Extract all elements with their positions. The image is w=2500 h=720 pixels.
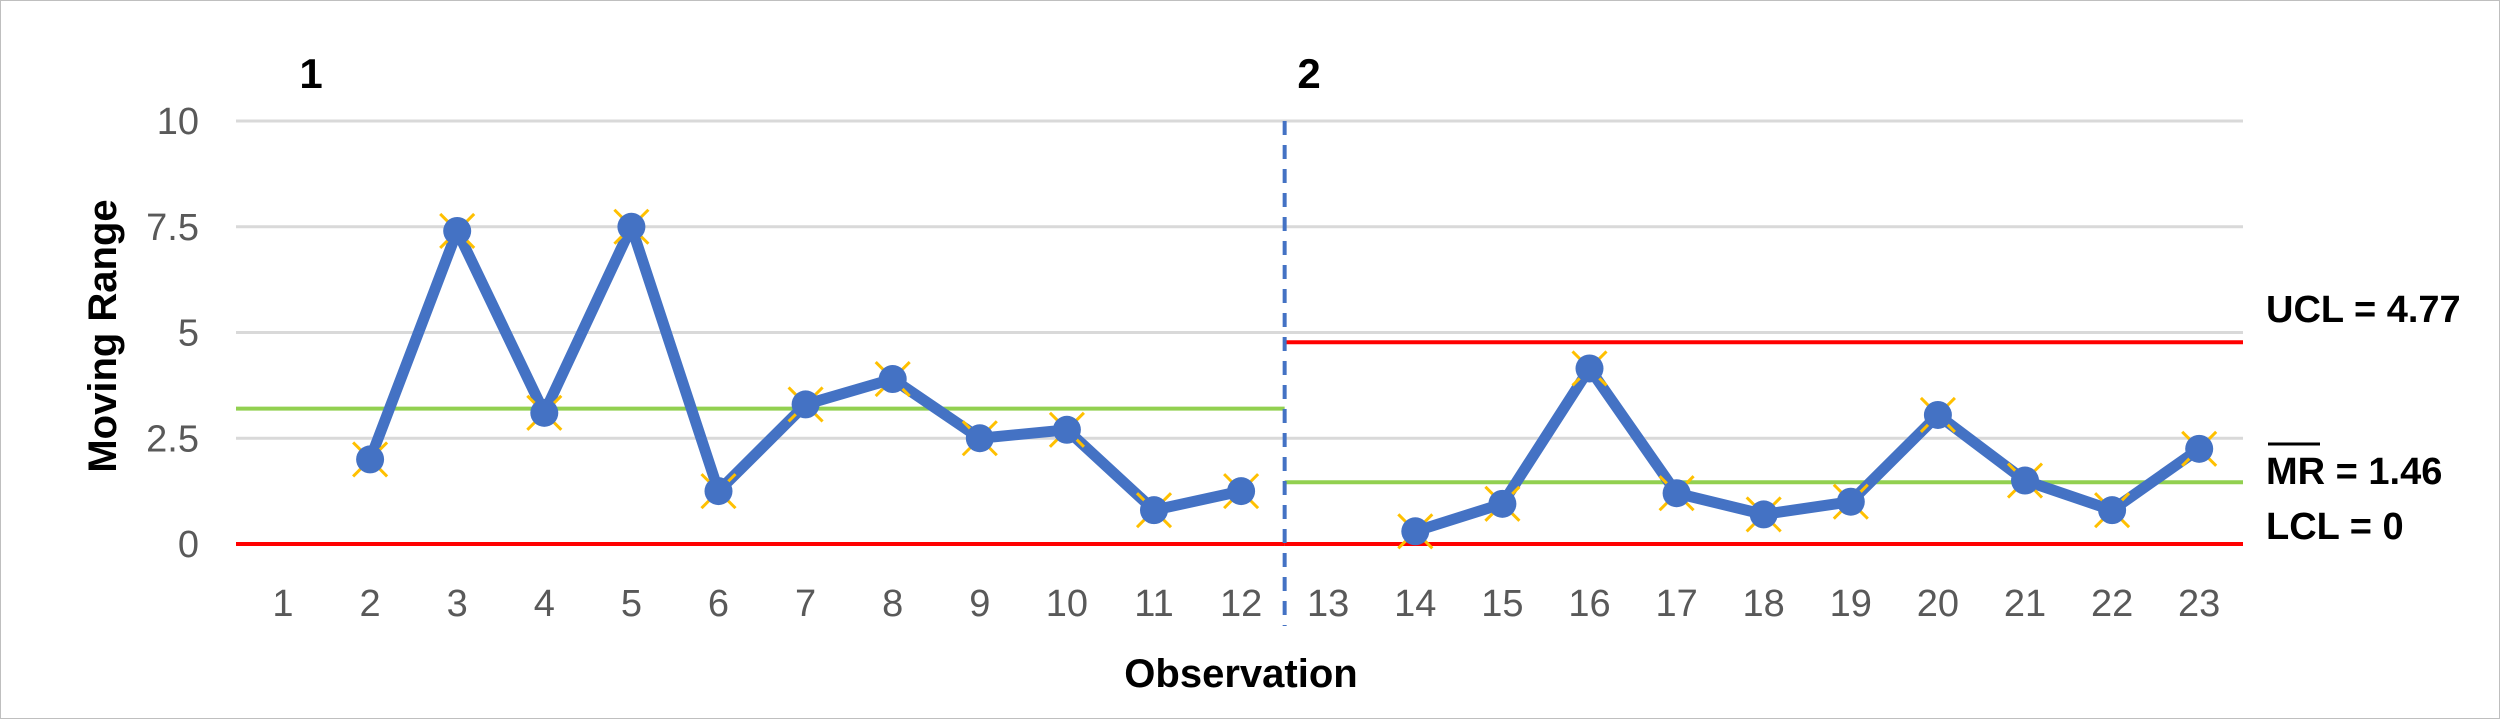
x-tick-label: 4 <box>534 583 555 625</box>
phase-label-2: 2 <box>1297 50 1320 97</box>
y-tick-label: 2.5 <box>146 418 199 460</box>
x-tick-label: 17 <box>1655 583 1697 625</box>
marker-dot <box>965 424 994 453</box>
marker-dot <box>1488 489 1517 518</box>
data-point <box>787 386 824 423</box>
marker-dot <box>1836 487 1865 516</box>
data-point <box>700 473 737 510</box>
x-axis-title: Observation <box>1124 652 1357 696</box>
marker-dot <box>1749 500 1778 529</box>
x-tick-label: 1 <box>272 583 293 625</box>
x-tick-label: 2 <box>360 583 381 625</box>
marker-dot <box>1662 479 1691 508</box>
y-tick-label: 5 <box>178 313 199 355</box>
marker-dot <box>2011 466 2039 495</box>
x-tick-label: 6 <box>708 583 729 625</box>
marker-dot <box>878 365 907 394</box>
x-tick-label: 14 <box>1394 583 1436 625</box>
data-point <box>961 420 998 457</box>
marker-dot <box>1923 400 1952 429</box>
x-tick-label: 21 <box>2004 583 2046 625</box>
data-point <box>613 208 650 245</box>
x-tick-label: 10 <box>1046 583 1088 625</box>
data-point <box>1135 492 1173 529</box>
marker-dot <box>2098 496 2127 525</box>
marker-dot <box>1575 354 1604 383</box>
data-point <box>874 360 911 398</box>
mr-label: MR = 1.46 <box>2266 451 2442 493</box>
control-limit-lines <box>236 340 2243 546</box>
data-point <box>1745 496 1782 533</box>
data-point <box>2094 492 2131 529</box>
ucl-label: UCL = 4.77 <box>2266 289 2461 331</box>
marker-dot <box>1401 517 1430 546</box>
marker-dot <box>2185 434 2214 463</box>
marker-dot <box>617 212 646 241</box>
y-tick-labels: 0 2.5 5 7.5 10 <box>146 101 199 566</box>
data-point <box>1223 473 1260 510</box>
marker-dot <box>356 445 385 474</box>
marker-dot <box>791 390 820 419</box>
data-point <box>1397 513 1434 550</box>
x-tick-label: 15 <box>1481 583 1523 625</box>
data-point <box>1832 483 1869 520</box>
phase-label-1: 1 <box>299 50 322 97</box>
x-tick-label: 23 <box>2178 583 2220 625</box>
y-tick-label: 7.5 <box>146 207 199 249</box>
marker-dot <box>704 477 733 506</box>
data-point <box>1919 396 1956 434</box>
data-point <box>1571 350 1608 387</box>
marker-dot <box>443 216 472 245</box>
marker-dot <box>530 398 559 427</box>
series-segment <box>1409 362 2205 537</box>
x-tick-label: 7 <box>795 583 816 625</box>
data-point <box>2181 430 2218 467</box>
y-tick-label: 0 <box>178 524 199 566</box>
data-point <box>1048 411 1085 448</box>
marker-dot <box>1052 415 1081 444</box>
x-tick-labels: 1 2 3 4 5 6 7 8 9 10 11 12 13 14 15 16 17 18 19 20 21 22 23 <box>272 583 2220 625</box>
data-point <box>439 212 476 250</box>
x-tick-label: 8 <box>882 583 903 625</box>
data-point <box>526 394 563 431</box>
data-points <box>352 208 2218 550</box>
marker-dot <box>1140 496 1168 525</box>
data-point <box>352 441 389 478</box>
data-point <box>2006 462 2044 499</box>
series-segment <box>364 221 1247 516</box>
y-axis-title: Moving Range <box>81 199 125 472</box>
x-tick-label: 9 <box>969 583 990 625</box>
x-tick-label: 19 <box>1830 583 1872 625</box>
x-tick-label: 13 <box>1307 583 1349 625</box>
y-tick-label: 10 <box>157 101 199 143</box>
marker-dot <box>1227 477 1256 506</box>
x-tick-label: 16 <box>1568 583 1610 625</box>
x-tick-label: 11 <box>1134 583 1173 625</box>
x-tick-label: 22 <box>2091 583 2133 625</box>
data-point <box>1484 485 1521 522</box>
x-tick-label: 18 <box>1743 583 1785 625</box>
lcl-label: LCL = 0 <box>2266 506 2404 548</box>
x-tick-label: 20 <box>1917 583 1959 625</box>
data-point <box>1658 475 1695 512</box>
x-tick-label: 5 <box>621 583 642 625</box>
x-tick-label: 12 <box>1220 583 1262 625</box>
x-tick-label: 3 <box>447 583 468 625</box>
